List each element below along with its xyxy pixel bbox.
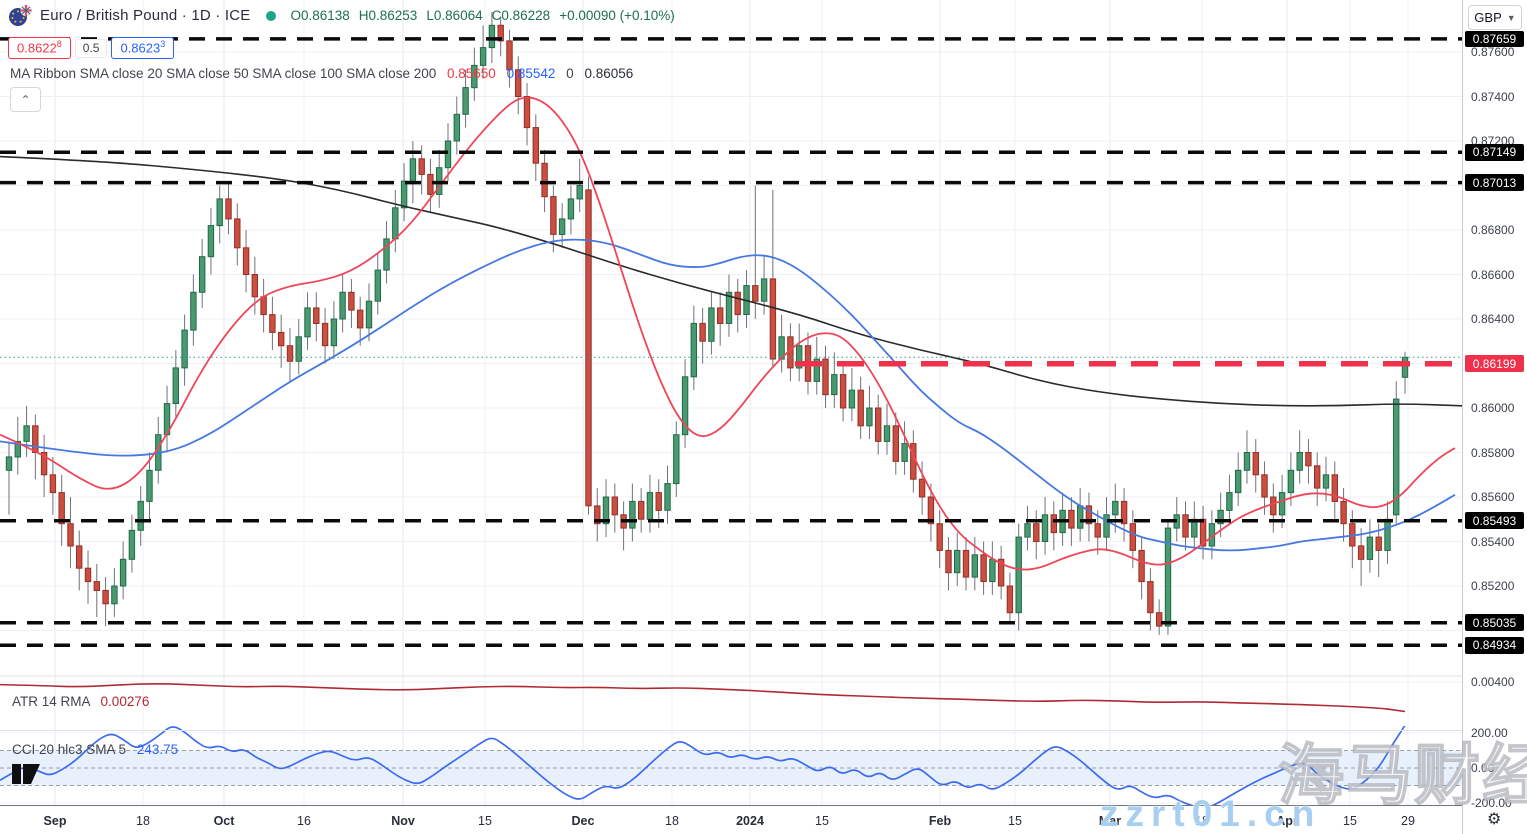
ma100-value: 0 <box>566 66 574 81</box>
time-axis[interactable]: Sep 18 Oct 16 Nov 15 Dec 18 2024 15 Feb 15 Mar 18 Apr 1… <box>0 806 1462 834</box>
ohlc-l-value: L0.86064 <box>426 8 483 23</box>
atr-label: ATR 14 RMA <box>12 694 90 709</box>
time-axis-label: Sep <box>43 814 67 828</box>
ma-lines-layer <box>0 96 1462 571</box>
atr-layer <box>0 683 1406 713</box>
time-axis-label: 29 <box>1401 814 1415 828</box>
cci-axis-label: 0.00 <box>1471 761 1495 775</box>
level-price-badge[interactable]: 0.84934 <box>1465 636 1524 654</box>
symbol-title[interactable]: Euro / British Pound · 1D · ICE <box>40 7 251 24</box>
tradingview-logo-icon[interactable] <box>12 762 42 791</box>
currency-selector-button[interactable]: GBP ▼ <box>1468 5 1522 30</box>
time-axis-label: 15 <box>478 814 492 828</box>
time-axis-label: Feb <box>928 814 952 828</box>
price-axis-label: 0.86800 <box>1471 223 1515 237</box>
cci-layer <box>0 726 1462 805</box>
price-axis-label: 0.85800 <box>1471 445 1515 460</box>
time-axis-label: 18 <box>665 814 679 828</box>
time-axis-label: 15 <box>1343 814 1357 828</box>
axis-settings-gear-icon[interactable]: ⚙ <box>1487 811 1502 828</box>
currency-pair-icon <box>8 4 34 28</box>
buy-price-chip[interactable]: 0.86233 <box>111 37 175 59</box>
time-axis-label: 16 <box>297 814 311 828</box>
time-axis-label: Nov <box>391 814 415 828</box>
time-axis-label: Dec <box>571 814 595 828</box>
ohlc-values: O0.86138 H0.86253 L0.86064 C0.86228 <box>290 8 559 23</box>
time-axis-label: Oct <box>213 814 235 828</box>
level-price-badge[interactable]: 0.85035 <box>1465 614 1524 632</box>
price-axis-label: 0.86400 <box>1471 312 1515 326</box>
currency-selector-label: GBP <box>1474 10 1502 25</box>
time-axis-label: 18 <box>1195 814 1209 828</box>
level-price-badge[interactable]: 0.87013 <box>1465 174 1524 192</box>
price-axis-label: 0.86600 <box>1471 267 1515 282</box>
ma-ribbon-label: MA Ribbon SMA close 20 SMA close 50 SMA … <box>10 66 437 81</box>
site-watermark-cjk: 海马财经 <box>1277 737 1527 813</box>
cci-axis-label: -200.00 <box>1471 796 1512 810</box>
cci-axis-label: 200.00 <box>1471 726 1508 740</box>
price-axis-label: 0.86000 <box>1471 401 1515 415</box>
alert-price-badge[interactable]: 0.86199 <box>1465 355 1524 373</box>
chevron-up-icon: ⌃ <box>20 92 31 107</box>
level-price-badge[interactable]: 0.87149 <box>1465 143 1524 161</box>
level-price-badge[interactable]: 0.87659 <box>1465 31 1524 48</box>
price-axis[interactable]: GBP ▼ 0.87600 0.87400 0.87200 0.86800 0.8660… <box>1462 0 1527 834</box>
time-axis-label: 2024 <box>736 814 764 828</box>
cci-legend[interactable]: CCI 20 hlc3 SMA 5 243.75 <box>12 742 178 757</box>
chevron-down-icon: ▼ <box>1506 12 1516 23</box>
atr-value: 0.00276 <box>100 694 150 709</box>
price-axis-label: 0.87400 <box>1471 89 1515 104</box>
site-watermark-url: zzrt01.cn <box>1100 793 1322 834</box>
order-quantity-chip[interactable]: 0.5 <box>74 38 108 58</box>
levels-layer <box>0 37 1462 647</box>
time-axis-label: Mar <box>1098 814 1122 828</box>
atr-axis-label: 0.00400 <box>1471 675 1515 689</box>
atr-legend[interactable]: ATR 14 RMA 0.00276 <box>12 694 149 709</box>
time-axis-label: 18 <box>136 814 150 828</box>
ma200-value: 0.86056 <box>584 66 634 81</box>
ma50-value: 0.85542 <box>506 66 556 81</box>
time-axis-label: 15 <box>815 814 829 828</box>
price-axis-label: 0.87600 <box>1471 45 1515 59</box>
level-price-badge[interactable]: 0.85493 <box>1465 512 1524 530</box>
ohlc-c-value: C0.86228 <box>491 8 551 23</box>
order-chips-row: 0.86228 0.5 0.86233 <box>8 37 175 59</box>
ma-ribbon-legend[interactable]: MA Ribbon SMA close 20 SMA close 50 SMA … <box>10 66 633 81</box>
cci-value: 243.75 <box>136 742 179 757</box>
ohlc-h-value: H0.86253 <box>358 8 418 23</box>
sell-price-chip[interactable]: 0.86228 <box>8 37 71 59</box>
cci-label: CCI 20 hlc3 SMA 5 <box>12 742 127 757</box>
time-axis-label: 15 <box>1008 814 1022 828</box>
ma20-value: 0.85650 <box>447 66 496 81</box>
symbol-toolbar[interactable]: Euro / British Pound · 1D · ICE O0.86138… <box>0 0 1462 31</box>
price-axis-label: 0.85400 <box>1471 534 1515 549</box>
market-status-icon[interactable] <box>266 10 277 21</box>
price-axis-label: 0.85200 <box>1471 579 1515 593</box>
time-axis-label: Apr <box>1276 814 1298 828</box>
change-value: +0.00090 (+0.10%) <box>559 8 675 23</box>
grid-layer <box>0 0 1462 806</box>
price-axis-label: 0.85600 <box>1471 490 1515 504</box>
collapse-legend-button[interactable]: ⌃ <box>10 87 41 112</box>
ohlc-o-value: O0.86138 <box>290 8 350 23</box>
